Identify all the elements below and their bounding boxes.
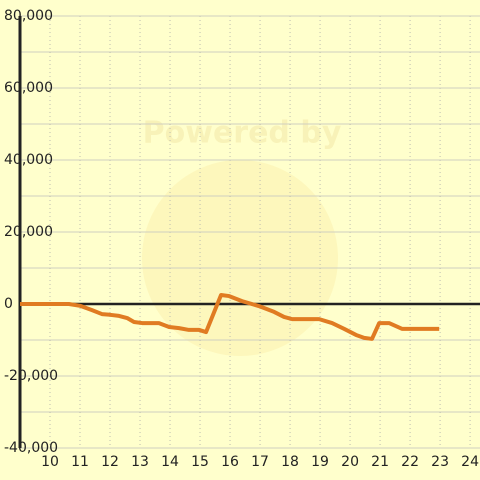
x-tick-label: 18 <box>281 454 299 470</box>
y-tick-label: 20,000 <box>4 224 53 240</box>
x-tick-label: 16 <box>221 454 239 470</box>
data-line <box>20 293 440 341</box>
y-tick-label: -20,000 <box>4 368 58 384</box>
x-tick-label: 11 <box>71 454 89 470</box>
x-tick-label: 20 <box>341 454 359 470</box>
x-tick-label: 14 <box>161 454 179 470</box>
y-tick-label: 40,000 <box>4 152 53 168</box>
watermark: Powered by <box>143 116 342 151</box>
x-tick-label: 22 <box>401 454 419 470</box>
y-tick-label: 80,000 <box>4 8 53 24</box>
x-tick-label: 24 <box>461 454 479 470</box>
watermark-logo <box>142 160 338 356</box>
x-tick-label: 19 <box>311 454 329 470</box>
x-tick-label: 13 <box>131 454 149 470</box>
y-tick-label: 60,000 <box>4 80 53 96</box>
x-tick-label: 17 <box>251 454 269 470</box>
x-tick-label: 12 <box>101 454 119 470</box>
x-tick-label: 15 <box>191 454 209 470</box>
x-tick-label: 21 <box>371 454 389 470</box>
x-tick-label: 23 <box>431 454 449 470</box>
x-tick-label: 10 <box>41 454 59 470</box>
y-tick-label: -40,000 <box>4 440 58 456</box>
y-tick-label: 0 <box>4 296 13 312</box>
